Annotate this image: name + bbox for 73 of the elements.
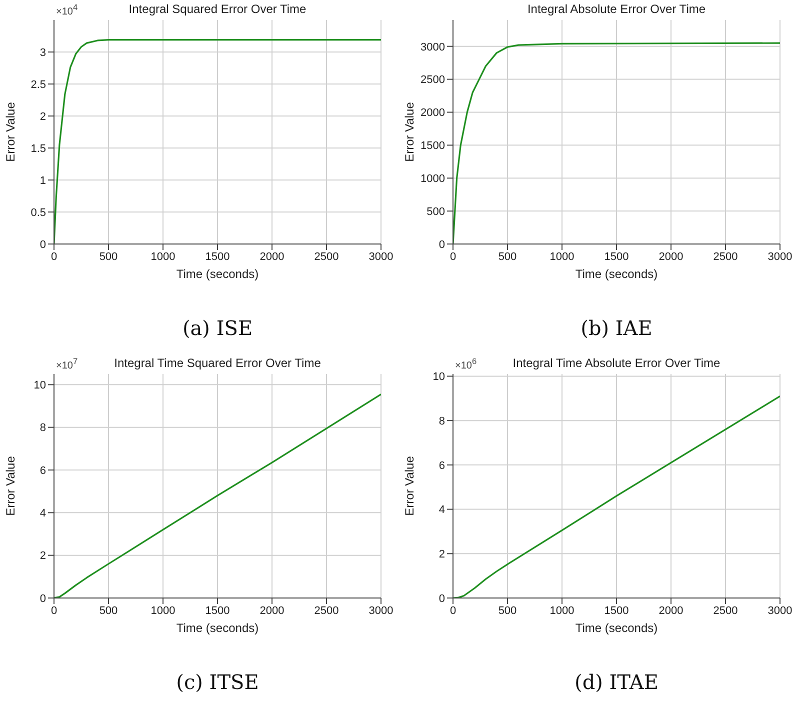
y-tick-label: 0: [438, 238, 445, 251]
x-tick-label: 0: [450, 604, 456, 617]
chart-title: Integral Squared Error Over Time: [128, 2, 306, 16]
text: (d) ITAE: [574, 670, 660, 694]
x-tick-label: 1500: [604, 250, 629, 263]
x-tick-label: 2000: [260, 604, 284, 617]
x-tick-label: 500: [498, 604, 517, 617]
x-tick-label: 1000: [150, 250, 176, 263]
x-tick-label: 2000: [658, 250, 684, 263]
y-tick-label: 2: [40, 550, 46, 562]
y-tick-label: 0.5: [30, 206, 46, 219]
y-tick-label: 2: [40, 110, 46, 123]
y-tick-label: 1: [40, 174, 46, 187]
x-tick-label: 500: [99, 250, 118, 263]
x-tick-label: 0: [50, 250, 58, 263]
chart-title: Integral Time Absolute Error Over Time: [512, 356, 720, 370]
x-axis-title: Time (seconds): [176, 267, 259, 281]
x-tick-label: 2000: [658, 604, 684, 617]
text: (c) ITSE: [175, 670, 260, 694]
y-tick-label: 2.5: [30, 78, 46, 91]
x-axis-title: Time (seconds): [176, 621, 259, 635]
y-axis-title: Error Value: [3, 102, 18, 162]
x-tick-label: 0: [50, 604, 58, 617]
x-tick-label: 3000: [768, 250, 792, 263]
y-tick-label: 6: [40, 464, 46, 477]
y-axis-title: Error Value: [402, 102, 416, 162]
x-tick-label: 2000: [260, 250, 284, 263]
x-tick-label: 3000: [368, 604, 394, 617]
text: ×10$^{4}$: [56, 2, 78, 18]
x-tick-label: 2500: [713, 250, 738, 263]
y-tick-label: 8: [438, 415, 445, 428]
x-tick-label: 500: [99, 604, 118, 617]
y-tick-label: 4: [438, 504, 445, 516]
text: (a) ISE: [181, 316, 254, 340]
y-axis-title: Error Value: [3, 456, 18, 516]
x-tick-label: 2500: [713, 604, 738, 617]
y-tick-label: 1000: [420, 173, 445, 186]
y-tick-label: 2500: [420, 74, 445, 86]
y-tick-label: 10: [34, 380, 46, 392]
x-tick-label: 1500: [604, 604, 629, 617]
x-tick-label: 0: [450, 250, 456, 263]
y-tick-label: 4: [40, 508, 46, 520]
y-tick-label: 3000: [420, 41, 445, 54]
y-tick-label: 0: [40, 592, 46, 605]
text: ×10$^{6}$: [455, 356, 477, 372]
y-axis-title: Error Value: [402, 456, 416, 516]
x-tick-label: 1000: [550, 250, 574, 263]
x-tick-label: 1500: [205, 250, 230, 263]
y-tick-label: 1.5: [30, 142, 46, 155]
x-axis-title: Time (seconds): [575, 267, 658, 281]
text: ×10$^{7}$: [56, 356, 78, 372]
x-tick-label: 1500: [205, 604, 230, 617]
y-tick-label: 8: [40, 422, 46, 434]
x-tick-label: 2500: [314, 250, 339, 263]
y-tick-label: 0: [438, 592, 445, 605]
y-tick-label: 1500: [420, 140, 445, 152]
x-tick-label: 500: [498, 250, 517, 263]
chart-title: Integral Time Squared Error Over Time: [114, 356, 321, 370]
chart-title: Integral Absolute Error Over Time: [526, 2, 707, 16]
x-tick-label: 1000: [150, 604, 176, 617]
y-tick-label: 10: [432, 371, 445, 384]
y-tick-label: 2: [438, 548, 445, 561]
y-tick-label: 500: [426, 206, 445, 218]
x-tick-label: 2500: [314, 604, 339, 617]
y-tick-label: 6: [438, 460, 445, 472]
x-tick-label: 3000: [368, 250, 394, 263]
y-tick-label: 3: [40, 46, 46, 59]
y-tick-label: 2000: [420, 107, 445, 120]
text: (b) IAE: [580, 316, 654, 340]
y-tick-label: 0: [40, 238, 46, 251]
x-tick-label: 3000: [768, 604, 792, 617]
x-axis-title: Time (seconds): [575, 621, 658, 635]
x-tick-label: 1000: [550, 604, 574, 617]
